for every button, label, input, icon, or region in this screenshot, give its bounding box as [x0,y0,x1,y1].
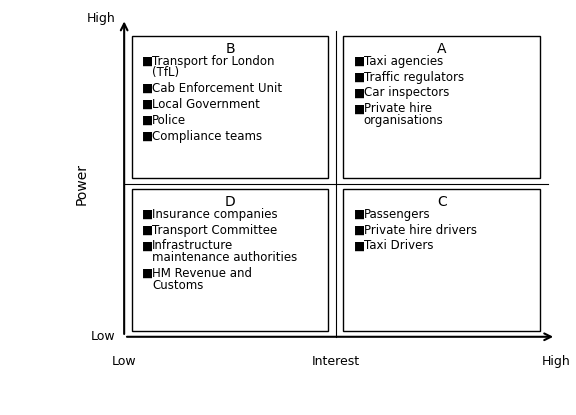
Text: maintenance authorities: maintenance authorities [152,251,297,264]
Text: Police: Police [152,114,186,127]
Text: ■: ■ [354,55,365,68]
Text: High: High [541,355,570,368]
Text: Car inspectors: Car inspectors [364,86,449,100]
Text: Infrastructure: Infrastructure [152,239,233,252]
Text: ■: ■ [142,239,153,252]
Text: C: C [437,195,446,209]
Text: HM Revenue and: HM Revenue and [152,267,252,280]
Text: Private hire: Private hire [364,103,432,115]
Text: High: High [87,12,116,25]
Text: Taxi agencies: Taxi agencies [364,55,443,68]
Text: Traffic regulators: Traffic regulators [364,71,464,83]
Text: Compliance teams: Compliance teams [152,130,262,143]
Text: ■: ■ [142,267,153,280]
Text: organisations: organisations [364,114,444,127]
Text: Private hire drivers: Private hire drivers [364,224,477,237]
Text: ■: ■ [142,208,153,221]
Text: ■: ■ [354,224,365,237]
Text: (TfL): (TfL) [152,66,179,79]
Text: Cab Enforcement Unit: Cab Enforcement Unit [152,82,282,95]
Text: ■: ■ [142,114,153,127]
Bar [132,37,328,178]
Text: Local Government: Local Government [152,98,260,111]
Text: Customs: Customs [152,278,203,292]
Text: ■: ■ [354,103,365,115]
Text: Passengers: Passengers [364,208,430,221]
Text: Transport for London: Transport for London [152,55,275,68]
Text: ■: ■ [354,71,365,83]
Text: Power: Power [75,163,89,205]
Text: ■: ■ [142,98,153,111]
Text: A: A [437,42,446,56]
Text: ■: ■ [142,224,153,237]
Text: ■: ■ [142,130,153,143]
Text: Interest: Interest [312,355,360,368]
Bar [343,189,540,331]
Text: ■: ■ [354,208,365,221]
Bar [343,37,540,178]
Text: ■: ■ [354,239,365,252]
Text: ■: ■ [142,55,153,68]
Text: D: D [225,195,236,209]
Text: Low: Low [112,355,137,368]
Text: Low: Low [91,330,116,343]
Text: ■: ■ [142,82,153,95]
Text: ■: ■ [354,86,365,100]
Text: B: B [225,42,235,56]
Text: Transport Committee: Transport Committee [152,224,278,237]
Text: Taxi Drivers: Taxi Drivers [364,239,433,252]
Text: Insurance companies: Insurance companies [152,208,278,221]
Bar [132,189,328,331]
